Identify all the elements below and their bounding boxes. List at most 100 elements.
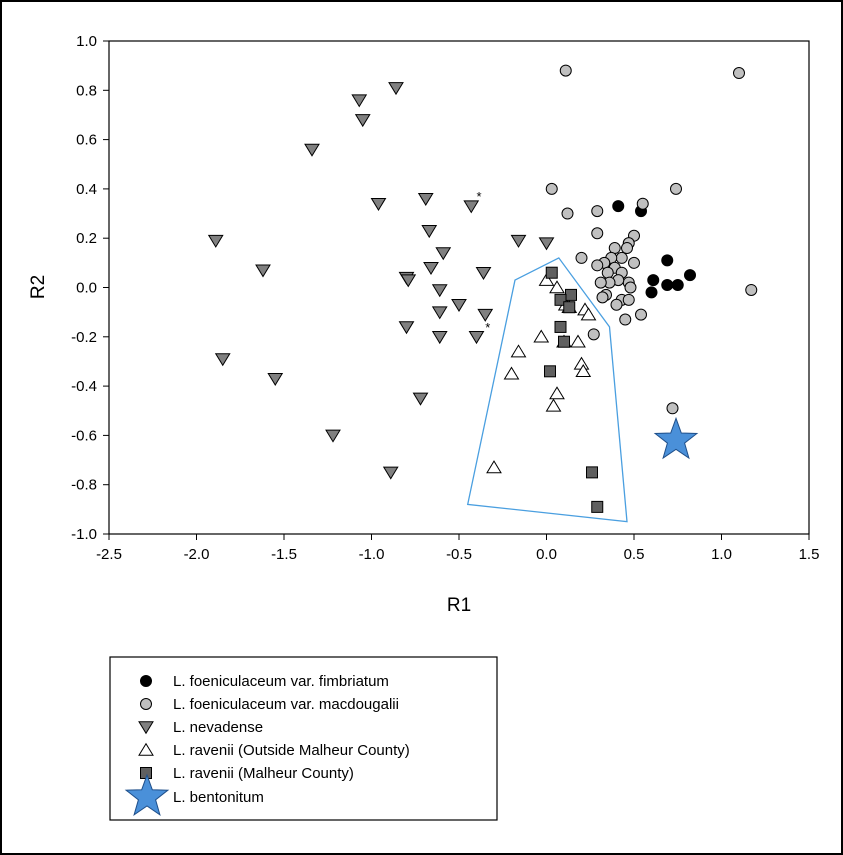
data-point <box>647 274 660 287</box>
data-point <box>570 334 586 348</box>
data-point <box>477 308 494 322</box>
data-point <box>510 234 527 248</box>
annotation-asterisk: * <box>477 189 482 204</box>
data-point <box>596 291 609 304</box>
data-point <box>653 416 699 460</box>
data-point <box>431 284 448 298</box>
data-point <box>267 372 284 386</box>
y-tick-label: -0.6 <box>71 427 97 444</box>
x-tick-label: 0.0 <box>536 546 557 563</box>
data-point <box>565 288 577 301</box>
data-point <box>621 242 633 255</box>
legend-marker <box>138 742 154 756</box>
data-point <box>255 264 271 278</box>
x-tick-label: 1.0 <box>711 546 732 563</box>
data-point <box>684 269 696 282</box>
data-point <box>575 251 588 264</box>
data-point <box>351 94 368 108</box>
x-tick-label: -2.5 <box>96 546 122 563</box>
data-point <box>591 500 604 513</box>
data-point <box>608 242 621 255</box>
series-2 <box>207 82 555 480</box>
data-points <box>207 64 758 513</box>
data-point <box>451 299 467 313</box>
legend: L. foeniculaceum var. fimbriatum L. foeni… <box>124 673 410 816</box>
legend-label: L. foeniculaceum var. fimbriatum <box>173 673 389 690</box>
data-point <box>661 279 674 292</box>
y-tick-label: 0.6 <box>76 132 97 149</box>
legend-label: L. ravenii (Malheur County) <box>173 765 354 782</box>
data-point <box>533 329 550 343</box>
annotation-asterisk: * <box>485 320 490 335</box>
data-point <box>666 402 679 415</box>
data-point <box>398 321 415 335</box>
data-point <box>671 279 684 292</box>
legend-marker <box>138 721 154 735</box>
y-tick-label: 0.4 <box>76 181 97 198</box>
data-point <box>561 207 574 220</box>
data-point <box>601 266 614 279</box>
legend-marker <box>140 698 152 710</box>
data-point <box>382 466 399 480</box>
legend-entry: L. bentonitum <box>124 773 264 816</box>
y-tick-label: -0.2 <box>71 329 97 346</box>
data-point <box>670 182 682 195</box>
y-tick-label: 0.0 <box>76 280 97 297</box>
data-point <box>354 114 371 128</box>
data-point <box>423 262 439 276</box>
data-point <box>538 272 555 286</box>
data-point <box>417 193 434 207</box>
legend-label: L. bentonitum <box>173 789 264 806</box>
data-point <box>591 227 604 240</box>
data-point <box>558 335 570 348</box>
data-point <box>733 67 745 80</box>
series-0 <box>612 200 696 299</box>
legend-label: L. nevadense <box>173 719 263 736</box>
data-point <box>636 197 649 210</box>
data-point <box>610 298 623 311</box>
data-point <box>615 251 628 264</box>
y-tick-label: 0.2 <box>76 230 97 247</box>
data-point <box>400 274 417 288</box>
data-point <box>388 82 404 96</box>
data-point <box>412 392 429 406</box>
data-point <box>545 398 562 412</box>
legend-entry: L. ravenii (Outside Malheur County) <box>138 742 410 759</box>
annotations: ** <box>477 189 491 335</box>
y-tick-label: -0.4 <box>71 378 97 395</box>
data-point <box>645 286 658 299</box>
data-point <box>304 143 320 157</box>
y-tick-label: 1.0 <box>76 33 97 50</box>
data-point <box>538 237 555 251</box>
data-point <box>435 247 452 261</box>
data-point <box>545 266 558 279</box>
data-point <box>486 460 502 474</box>
data-point <box>587 328 600 341</box>
legend-entry: L. nevadense <box>138 719 263 736</box>
data-point <box>544 365 556 378</box>
y-tick-label: -0.8 <box>71 477 97 494</box>
series-5 <box>653 416 699 460</box>
data-point <box>628 256 640 269</box>
series-4 <box>544 266 604 513</box>
series-1 <box>545 64 758 415</box>
hull-layer <box>466 257 628 523</box>
data-point <box>635 308 647 321</box>
hull-polygon <box>466 257 628 523</box>
axis-ticks: -2.5 -2.0 -1.5 -1.0 -0.5 0.0 0.5 1.0 1.5 1.0 0.8 0.… <box>71 33 819 563</box>
data-point <box>431 306 448 320</box>
legend-marker <box>140 675 152 687</box>
data-point <box>745 283 758 296</box>
y-tick-label: -1.0 <box>71 526 97 543</box>
data-point <box>612 200 625 213</box>
data-point <box>575 364 592 378</box>
data-point <box>510 344 527 358</box>
data-point <box>549 386 565 400</box>
data-point <box>591 259 604 272</box>
data-point <box>207 234 224 248</box>
x-tick-label: -1.0 <box>359 546 385 563</box>
data-point <box>554 293 567 306</box>
data-point <box>554 320 567 333</box>
legend-box <box>109 656 498 821</box>
